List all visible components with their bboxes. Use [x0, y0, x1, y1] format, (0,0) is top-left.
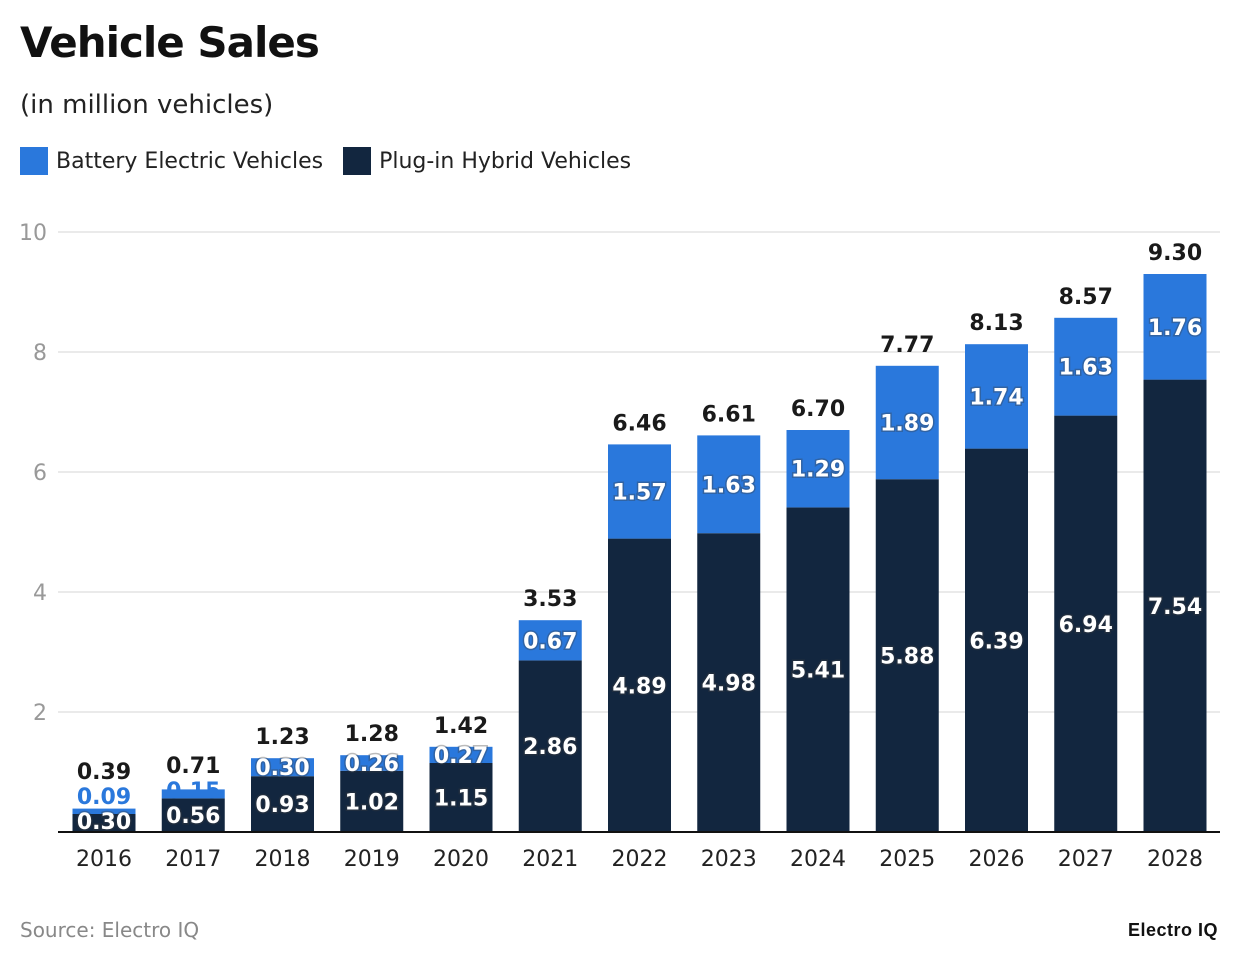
x-tick-label: 2025 — [879, 847, 935, 872]
data-label: 6.94 — [1059, 613, 1113, 638]
total-label: 3.53 — [523, 587, 577, 612]
total-label: 1.28 — [345, 722, 399, 747]
total-label: 0.71 — [166, 754, 220, 779]
total-label: 7.77 — [880, 333, 934, 358]
data-label: 1.76 — [1148, 316, 1202, 341]
bar-segment-bev — [429, 746, 493, 763]
data-label: 0.93 — [255, 793, 309, 818]
data-label: 5.41 — [791, 659, 845, 684]
bar-segment-bev — [340, 755, 404, 771]
bar-segment-phev — [340, 770, 404, 832]
legend-swatch-phev — [343, 147, 372, 175]
data-label: 1.57 — [612, 481, 666, 506]
x-tick-label: 2022 — [612, 847, 668, 872]
data-label: 4.89 — [612, 674, 666, 699]
x-tick-label: 2024 — [790, 847, 846, 872]
x-tick-label: 2020 — [433, 847, 489, 872]
x-tick-label: 2027 — [1058, 847, 1114, 872]
total-label: 1.23 — [255, 725, 309, 750]
data-label: 0.27 — [434, 744, 488, 769]
data-label: 1.02 — [345, 790, 399, 815]
data-label: 4.98 — [702, 672, 756, 697]
bar-segment-bev — [608, 444, 671, 539]
data-label: 0.09 — [77, 785, 131, 810]
bar-segment-phev — [1054, 415, 1118, 832]
chart-subtitle: (in million vehicles) — [20, 90, 274, 120]
bar-segment-phev — [786, 507, 850, 832]
legend-item-phev[interactable]: Plug-in Hybrid Vehicles — [343, 147, 631, 175]
bar-segment-phev — [875, 479, 939, 832]
data-label: 5.88 — [880, 645, 934, 670]
bar-segment-phev — [251, 776, 314, 832]
data-label: 1.89 — [880, 412, 934, 437]
y-tick-label: 2 — [33, 701, 47, 726]
bar-segment-phev — [429, 763, 493, 832]
total-label: 8.57 — [1059, 285, 1113, 310]
chart-title: Vehicle Sales — [20, 18, 320, 67]
data-label: 2.86 — [523, 735, 577, 760]
data-label: 0.67 — [523, 629, 577, 654]
bar-segment-bev — [72, 808, 136, 814]
y-tick-label: 6 — [33, 461, 47, 486]
total-label: 8.13 — [969, 311, 1023, 336]
total-label: 9.30 — [1148, 241, 1202, 266]
bar-segment-phev — [161, 798, 225, 832]
x-tick-label: 2017 — [165, 847, 221, 872]
x-tick-label: 2028 — [1147, 847, 1203, 872]
y-tick-label: 4 — [33, 581, 47, 606]
brand-logo: Electro IQ — [1127, 920, 1218, 940]
total-label: 0.39 — [77, 760, 131, 785]
legend-swatch-bev — [20, 147, 48, 175]
data-label: 1.15 — [434, 787, 488, 812]
x-tick-label: 2016 — [76, 847, 132, 872]
bar-segment-phev — [697, 533, 761, 832]
bar-segment-bev — [161, 789, 225, 799]
data-label: 6.39 — [969, 629, 1023, 654]
x-tick-label: 2026 — [969, 847, 1025, 872]
data-label: 0.26 — [345, 752, 399, 777]
y-tick-label: 10 — [19, 221, 47, 246]
data-label: 0.30 — [255, 756, 309, 781]
bar-segment-phev — [1143, 379, 1207, 832]
data-label: 1.29 — [791, 458, 845, 483]
bar-segment-bev — [1054, 317, 1118, 416]
total-label: 6.70 — [791, 397, 845, 422]
x-tick-label: 2018 — [255, 847, 311, 872]
total-label: 6.61 — [702, 402, 756, 427]
x-tick-label: 2023 — [701, 847, 757, 872]
bar-segment-bev — [965, 344, 1028, 449]
data-label: 0.15 — [166, 779, 220, 804]
bar-segment-phev — [965, 448, 1028, 832]
bar-segment-bev — [697, 435, 761, 534]
data-label: 0.56 — [166, 804, 220, 829]
bar-segment-phev — [518, 660, 582, 832]
legend-item-bev[interactable]: Battery Electric Vehicles — [20, 147, 323, 175]
total-label: 6.46 — [612, 411, 666, 436]
source-note: Source: Electro IQ — [20, 918, 200, 942]
bar-segment-bev — [875, 365, 939, 480]
legend-label-bev: Battery Electric Vehicles — [56, 148, 324, 174]
data-label: 1.63 — [702, 473, 756, 498]
bar-segment-phev — [72, 814, 136, 832]
bar-segment-bev — [251, 758, 314, 777]
data-label: 1.63 — [1059, 356, 1113, 381]
bar-segment-bev — [786, 430, 850, 508]
bar-segment-phev — [608, 538, 671, 832]
total-label: 1.42 — [434, 714, 488, 739]
data-label: 1.74 — [969, 385, 1023, 410]
x-tick-label: 2021 — [522, 847, 578, 872]
y-tick-label: 8 — [33, 341, 47, 366]
legend: Battery Electric Vehicles Plug-in Hybrid… — [20, 147, 631, 175]
bar-segment-bev — [518, 620, 582, 661]
legend-label-phev: Plug-in Hybrid Vehicles — [379, 148, 632, 174]
x-tick-label: 2019 — [344, 847, 400, 872]
bar-segment-bev — [1143, 274, 1207, 380]
data-label: 7.54 — [1148, 595, 1202, 620]
